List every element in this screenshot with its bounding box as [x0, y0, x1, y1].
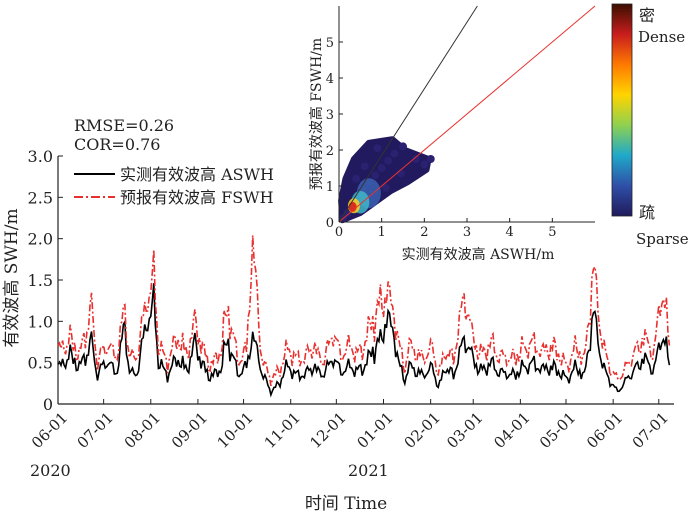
scatter-x-tick-label: 5 — [548, 225, 556, 240]
x-tick-label: 10-01 — [214, 409, 257, 452]
legend-label-fswh: 预报有效波高 FSWH — [120, 188, 274, 207]
scatter-y-tick-label: 0 — [326, 216, 334, 231]
scatter-y-tick-label: 1 — [326, 180, 334, 195]
scatter-point — [371, 171, 380, 180]
inset-scatter-chart: 0 1 2 3 4 5 0 1 2 3 4 5 实测有效波高 ASWH/m 预报有效波高 FSWH/m — [308, 5, 596, 263]
series-fswh-line — [57, 235, 671, 386]
y-tick-label: 2.0 — [28, 230, 53, 249]
scatter-point — [373, 144, 382, 153]
timeseries-series — [57, 235, 671, 398]
colorbar: 密 Dense 疏 Sparse — [611, 3, 689, 248]
x-tick-label: 02-01 — [401, 409, 444, 452]
scatter-axes: 0 1 2 3 4 5 0 1 2 3 4 5 — [326, 6, 595, 240]
scatter-y-tick-label: 3 — [326, 108, 334, 123]
year-label-2021: 2021 — [348, 461, 389, 480]
scatter-point — [411, 155, 420, 163]
colorbar-ramp — [611, 3, 633, 217]
x-tick-label: 06-01 — [583, 409, 626, 452]
x-tick-label: 03-01 — [443, 409, 486, 452]
reference-line — [338, 5, 596, 223]
year-label-2020: 2020 — [30, 461, 71, 480]
scatter-point — [384, 156, 393, 165]
scatter-y-tick-label: 4 — [326, 72, 334, 87]
reference-line — [338, 5, 478, 223]
scatter-x-tick-label: 4 — [506, 225, 514, 240]
scatter-y-tick-label: 2 — [326, 144, 334, 159]
x-tick-label: 06-01 — [28, 409, 71, 452]
x-axis-label: 时间 Time — [305, 494, 387, 514]
scatter-point — [399, 142, 407, 151]
x-tick-label: 01-01 — [353, 409, 396, 452]
series-aswh-line — [57, 283, 671, 398]
scatter-y-tick-label: 5 — [326, 36, 334, 51]
x-tick-label: 09-01 — [168, 409, 211, 452]
colorbar-top-cn: 密 — [639, 6, 655, 25]
x-tick-label: 11-01 — [261, 409, 304, 452]
scatter-point — [360, 162, 369, 171]
scatter-point — [420, 160, 429, 169]
y-tick-label: 1.5 — [28, 271, 53, 290]
x-tick-label: 07-01 — [74, 409, 117, 452]
x-tick-label: 04-01 — [490, 409, 533, 452]
colorbar-bottom-cn: 疏 — [639, 203, 655, 222]
stat-rmse: RMSE=0.26 — [74, 116, 174, 135]
scatter-point — [377, 164, 386, 172]
x-tick-label: 05-01 — [536, 409, 579, 452]
y-tick-label: 2.5 — [28, 188, 53, 207]
y-tick-label: 1.0 — [28, 312, 53, 331]
scatter-point — [381, 183, 390, 192]
x-tick-label: 12-01 — [306, 409, 349, 452]
scatter-point — [352, 174, 361, 183]
legend: 实测有效波高 ASWH 预报有效波高 FSWH — [74, 165, 274, 207]
x-tick-label: 08-01 — [121, 409, 164, 452]
stat-cor: COR=0.76 — [74, 135, 160, 154]
y-tick-label: 3.0 — [28, 147, 53, 166]
y-tick-label: 0 — [43, 395, 53, 414]
scatter-x-label: 实测有效波高 ASWH/m — [402, 246, 555, 263]
colorbar-top-en: Dense — [638, 28, 685, 46]
scatter-y-label: 预报有效波高 FSWH/m — [308, 38, 325, 190]
legend-label-aswh: 实测有效波高 ASWH — [120, 165, 274, 184]
scatter-content — [338, 5, 596, 224]
scatter-point — [426, 155, 435, 163]
scatter-x-tick-label: 2 — [420, 225, 428, 240]
scatter-point — [390, 149, 399, 158]
scatter-x-tick-label: 0 — [335, 225, 343, 240]
scatter-x-tick-label: 1 — [378, 225, 386, 240]
x-tick-label: 07-01 — [629, 409, 672, 452]
scatter-x-tick-label: 3 — [463, 225, 471, 240]
y-tick-label: 0.5 — [28, 354, 53, 373]
colorbar-bottom-en: Sparse — [636, 230, 689, 248]
y-axis-label: 有效波高 SWH/m — [2, 208, 22, 347]
scatter-point — [396, 169, 405, 178]
